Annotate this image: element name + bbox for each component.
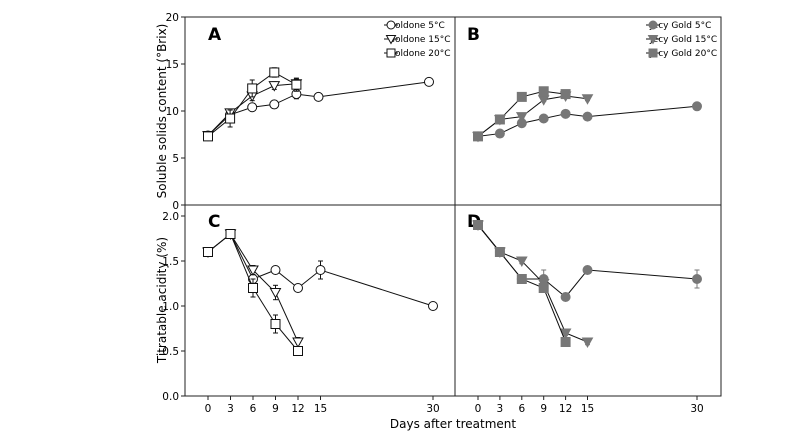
panel-c-y-tick-label: 0.5 [162,346,179,358]
panel-b-series-jecy-gold-20-c-point [494,114,505,125]
panel-d-x-tick-label: 9 [540,403,547,415]
panel-d-series-jecy-gold-20-c-point [494,247,505,257]
panel-a-legend-marker-goldone-15-c [385,35,397,45]
legend-jecy-gold: Jecy Gold 5°C Jecy Gold 15°C Jecy Gold 2… [649,21,717,59]
panel-c-series-goldone-5-c-point [428,301,438,311]
bottom-panels-frame [184,204,722,397]
y-axis-title-top: Soluble solids content (°Brix) [155,24,169,199]
panel-d-x-tick-label: 0 [475,403,482,415]
panel-d-series-jecy-gold-20-c-point [516,274,527,284]
panel-b-series-jecy-gold-15-c-point [581,94,594,105]
panel-d-series-jecy-gold-20-c-point [538,283,549,293]
panel-a-series-goldone-20-c-point [203,131,213,142]
panel-a-y-tick-label: 5 [172,153,179,165]
panel-d-series-jecy-gold-5-c-point [582,265,593,275]
panel-c-x-tick-label: 0 [205,403,212,415]
panel-a-legend-marker-goldone-20-c [386,48,396,58]
panel-c-series-goldone-5-c-point [293,283,303,293]
legend-label-jecy-gold-20c: Jecy Gold 20°C [649,49,717,59]
panel-c-y-tick-label: 2.0 [162,211,179,223]
panel-b-series-jecy-gold-20-c-point [473,131,483,142]
panel-b-series-jecy-gold-20-c-point [538,86,549,97]
panel-a-series-goldone-5-c-point [313,91,324,102]
panel-b-series-jecy-gold-15-c-point [515,112,528,123]
panel-letter-a: A [208,25,222,45]
legend-label-goldone-5c: Goldone 5°C [388,21,445,31]
panel-letter-b: B [467,25,480,45]
panel-c-series-goldone-5-c-point [270,265,281,275]
panel-c-series-goldone-20-c-point [293,346,303,356]
panel-c-x-tick-label: 15 [314,403,327,415]
panel-d-x-tick-label: 12 [559,403,572,415]
panel-letter-c: C [208,212,220,232]
panel-b-series-jecy-gold-20-c-point [516,91,527,102]
panel-b-series-jecy-gold-5-c-point [692,101,702,112]
panel-a-series-goldone-5-c-point [269,99,280,110]
panel-c-series-goldone-20-c-point [270,319,281,329]
legend-goldone: Goldone 5°C Goldone 15°C Goldone 20°C [388,21,451,59]
panel-d-x-tick-label: 15 [581,403,594,415]
panel-b-series-jecy-gold-5-c-point [538,113,549,124]
panel-d-x-tick-label: 30 [690,403,703,415]
panel-c-y-tick-label: 1.5 [162,256,179,268]
panel-b-legend-marker-jecy-gold-5-c [648,20,658,30]
panel-b-series-jecy-gold-20-c-point [560,89,571,100]
panel-a-y-tick-label: 10 [166,106,179,118]
panel-a-series-goldone-20-c-point [269,67,280,78]
panel-a-series-goldone-5-c-point [247,102,258,113]
panel-c-x-tick-label: 9 [272,403,279,415]
y-axis-title-bottom: Titratable acidity (%) [155,237,169,364]
panel-a-series-goldone-20-c-point [291,79,302,90]
panel-b-series-jecy-gold-5-c-point [560,108,571,119]
panel-d-series-jecy-gold-15-c-point [515,256,528,268]
legend-label-jecy-gold-5c: Jecy Gold 5°C [649,21,711,31]
panel-c-series-goldone-15-c-point [247,265,259,277]
panel-c-y-tick-label: 0.0 [162,391,179,403]
panel-c-series-goldone-15-c-point [269,288,282,299]
panel-b-legend-marker-jecy-gold-20-c [648,48,658,58]
panel-c-series-goldone-15-c-point [292,337,304,349]
panel-b-series-jecy-gold-5-c-point [582,111,593,122]
panel-a-series-goldone-20-c-point [247,83,258,94]
panel-c-series-goldone-20-c-point [225,229,236,239]
legend-label-goldone-15c: Goldone 15°C [388,35,451,45]
panel-c-x-tick-label: 30 [426,403,439,415]
panel-a-legend-marker-goldone-5-c [386,20,396,30]
panel-b-series-jecy-gold-5-c-point [494,128,505,139]
panel-d-x-tick-label: 6 [518,403,525,415]
panel-a-series-goldone-20-c-point [225,113,236,124]
legend-label-jecy-gold-15c: Jecy Gold 15°C [649,35,717,45]
panel-a-series-goldone-5-c-point [424,76,434,87]
panel-a-series-goldone-15-c-point [268,81,281,92]
panel-d-series-jecy-gold-5-c-point [560,292,571,302]
panel-c-x-tick-label: 3 [227,403,234,415]
panel-d-series-jecy-gold-15-c-point [581,337,594,349]
panel-c-series-goldone-20-c-point [248,283,258,293]
legend-label-goldone-20c: Goldone 20°C [388,49,451,59]
panel-b-legend-marker-jecy-gold-15-c [647,35,659,45]
panel-d-series-jecy-gold-20-c-point [560,337,571,347]
panel-d-series-jecy-gold-15-c-point [559,328,572,340]
panel-a-y-tick-label: 20 [166,12,179,24]
panel-c-y-tick-label: 1.0 [162,301,179,313]
panel-c-x-tick-label: 12 [291,403,304,415]
x-axis-title: Days after treatment [390,417,516,431]
panel-d-series-jecy-gold-5-c-point [692,274,702,284]
panel-a-y-tick-label: 15 [166,59,179,71]
panel-d-series-jecy-gold-20-c-point [473,220,483,230]
panel-c-series-goldone-20-c-point [203,247,213,257]
panel-c-series-goldone-5-c-point [315,265,326,275]
panel-d-x-tick-label: 3 [497,403,504,415]
panel-c-x-tick-label: 6 [250,403,257,415]
panel-a-y-tick-label: 0 [172,200,179,212]
